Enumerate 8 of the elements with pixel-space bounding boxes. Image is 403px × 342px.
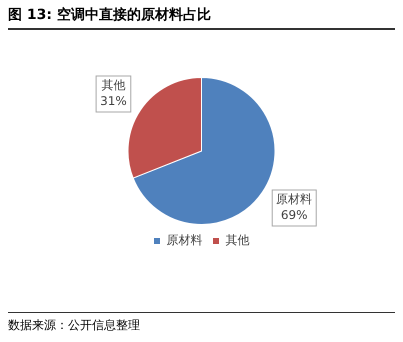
legend-label: 其他 [226, 233, 250, 248]
source-note: 数据来源：公开信息整理 [8, 312, 395, 334]
data-label: 31% [100, 94, 127, 108]
chart-title: 图 13: 空调中直接的原材料占比 [8, 6, 395, 30]
slice-label: 原材料 [276, 192, 312, 206]
slice-label: 其他 [101, 78, 126, 92]
legend-label: 原材料 [166, 233, 202, 248]
data-label: 69% [280, 208, 308, 222]
